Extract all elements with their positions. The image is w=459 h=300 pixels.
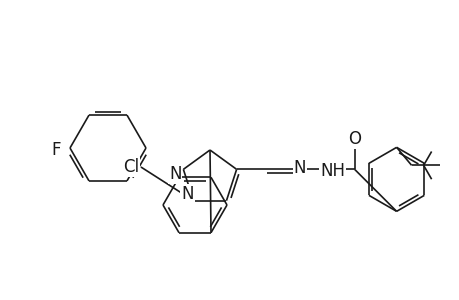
Text: O: O	[347, 130, 360, 148]
Text: Cl: Cl	[123, 158, 139, 176]
Text: N: N	[181, 185, 193, 203]
Text: F: F	[51, 141, 61, 159]
Text: N: N	[293, 159, 305, 177]
Text: NH: NH	[319, 162, 344, 180]
Text: N: N	[169, 165, 181, 183]
